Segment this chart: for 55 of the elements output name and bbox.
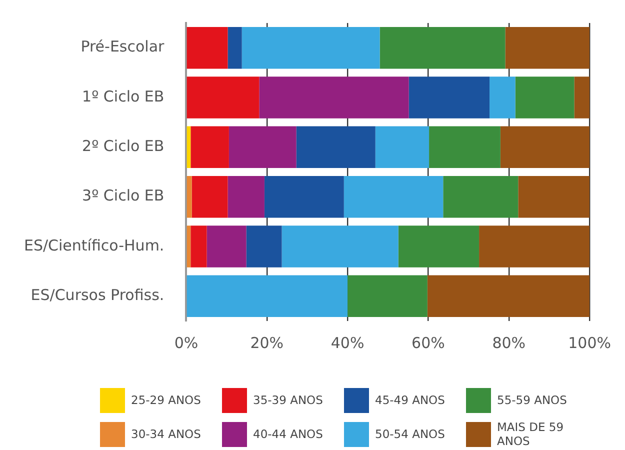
bar (375, 126, 430, 168)
bar (515, 76, 574, 118)
x-tick-label: 80% (492, 334, 526, 352)
bar (190, 226, 207, 268)
legend-label: 35-39 ANOS (253, 393, 323, 407)
bar (282, 226, 398, 268)
bar (348, 275, 428, 318)
bar (296, 126, 376, 168)
y-tick-label: 1º Ciclo EB (82, 87, 164, 106)
bar (427, 275, 590, 318)
x-tick-label: 100% (568, 334, 612, 352)
bar (186, 176, 192, 218)
legend-label: 55-59 ANOS (497, 393, 567, 407)
x-tick-label: 60% (412, 334, 445, 352)
bar (242, 26, 380, 69)
bar (206, 226, 246, 268)
bar (500, 126, 590, 168)
bar (186, 226, 191, 268)
bar (398, 226, 480, 268)
bar (190, 126, 229, 168)
legend-label: 25-29 ANOS (131, 393, 201, 407)
bar (186, 126, 191, 168)
y-tick-label: ES/Cursos Profiss. (30, 286, 164, 304)
legend-label: MAIS DE 59 ANOS (497, 420, 565, 448)
bar (186, 275, 348, 318)
bar (443, 176, 518, 218)
legend-label: 40-44 ANOS (253, 427, 323, 441)
bar (505, 26, 590, 69)
x-tick-label: 0% (174, 334, 198, 352)
bar (186, 76, 260, 118)
bar (228, 176, 264, 218)
bar (228, 26, 242, 69)
bar (518, 176, 590, 218)
bar (264, 176, 344, 218)
y-tick-label: 3º Ciclo EB (82, 186, 164, 205)
bar (186, 26, 228, 69)
bar (479, 226, 590, 268)
x-tick-label: 20% (250, 334, 284, 352)
bar (490, 76, 516, 118)
bar (259, 76, 409, 118)
legend-label: 45-49 ANOS (375, 393, 445, 407)
y-tick-label: ES/Científico-Hum. (24, 236, 164, 254)
bar (380, 26, 506, 69)
bar (429, 126, 500, 168)
bar (228, 126, 296, 168)
y-tick-label: Pré-Escolar (80, 38, 166, 56)
legend-label: 50-54 ANOS (375, 427, 445, 441)
legend-label: 30-34 ANOS (131, 427, 201, 441)
x-tick-label: 40% (330, 334, 364, 352)
y-tick-label: 2º Ciclo EB (82, 137, 164, 156)
bar (574, 76, 590, 118)
bar (192, 176, 228, 218)
bar (344, 176, 444, 218)
bar (408, 76, 490, 118)
bar (246, 226, 282, 268)
